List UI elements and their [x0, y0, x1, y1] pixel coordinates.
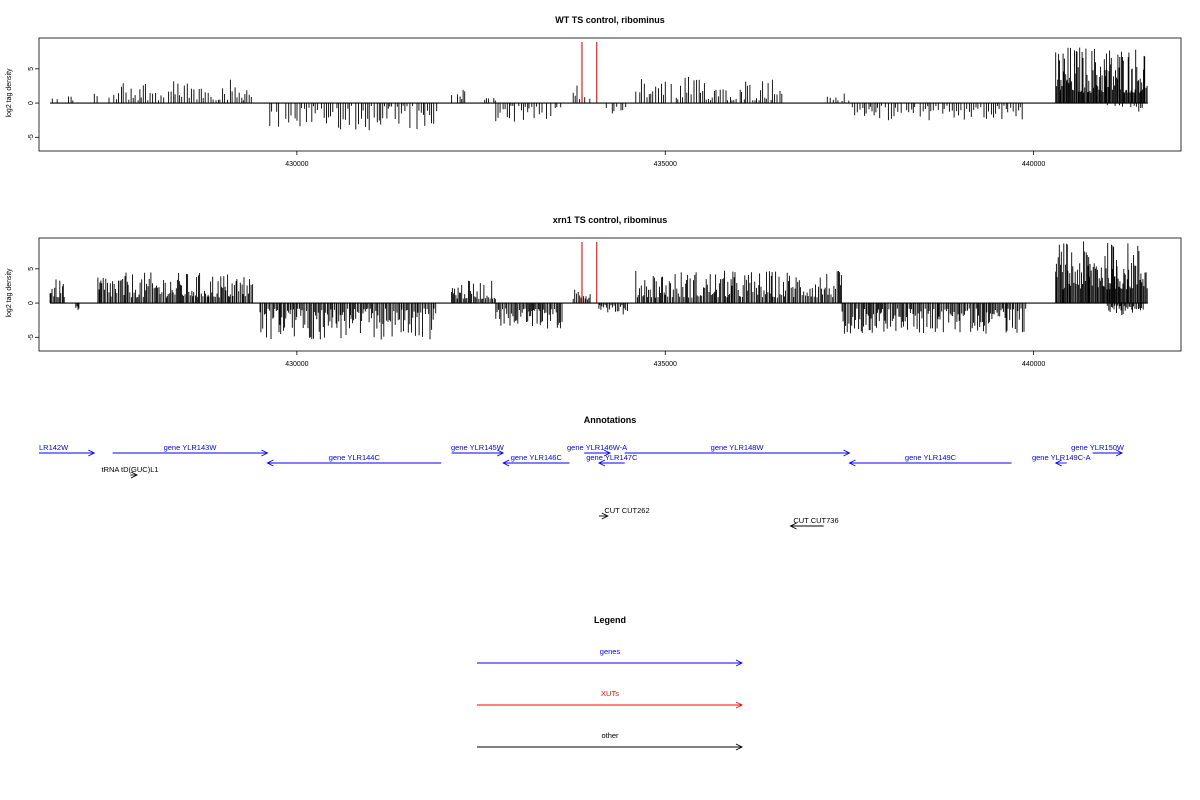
- strand-arrowhead: [597, 459, 606, 467]
- strand-arrowhead: [603, 449, 612, 457]
- annotation-feature: gene YLR149C-A: [1032, 453, 1091, 467]
- annotation-feature: CUT CUT262: [598, 506, 650, 520]
- legend-item: other: [477, 731, 744, 751]
- strand-arrowhead: [261, 449, 269, 457]
- annotation-feature: LR142W: [39, 443, 96, 457]
- wt-signal-bars: [51, 47, 1148, 131]
- strand-arrowhead: [502, 459, 510, 467]
- annotation-feature: CUT CUT736: [789, 516, 839, 530]
- wt-panel-title: WT TS control, ribominus: [555, 15, 665, 25]
- x-tick-label: 430000: [285, 161, 308, 168]
- strand-arrowhead: [601, 512, 609, 520]
- strand-arrowhead: [130, 471, 138, 479]
- feature-label: gene YLR144C: [329, 453, 381, 462]
- feature-label: gene YLR143W: [164, 443, 218, 452]
- feature-label: gene YLR150W: [1071, 443, 1125, 452]
- feature-label: gene YLR146C: [511, 453, 563, 462]
- y-tick-label: 0: [28, 101, 35, 105]
- xrn1-y-axis-label: log2 tag density: [6, 268, 13, 318]
- feature-label: gene YLR147C: [586, 453, 638, 462]
- feature-label: gene YLR149C: [905, 453, 957, 462]
- strand-arrowhead: [843, 449, 851, 457]
- legend-label: XUTs: [601, 689, 619, 698]
- strand-arrowhead: [789, 522, 797, 530]
- wt-track-panel: WT TS control, ribominus log2 tag densit…: [6, 15, 1182, 168]
- legend-label: other: [601, 731, 619, 740]
- annotation-feature: gene YLR146W-A: [567, 443, 627, 457]
- legend-item: XUTs: [477, 689, 744, 709]
- annotation-feature: gene YLR146C: [502, 453, 570, 467]
- annotation-feature: gene YLR148W: [624, 443, 851, 457]
- annotation-feature: gene YLR147C: [586, 453, 638, 467]
- xrn1-plot-frame: [38, 237, 1182, 352]
- legend-item: genes: [477, 647, 744, 667]
- x-tick-label: 435000: [654, 361, 677, 368]
- annotation-feature: tRNA tD(GUC)L1: [101, 465, 159, 479]
- y-tick-label: 5: [28, 67, 35, 71]
- wt-xut-markers: [581, 42, 598, 104]
- annotation-feature: gene YLR149C: [848, 453, 1012, 467]
- x-tick-label: 440000: [1022, 361, 1045, 368]
- legend-label: genes: [600, 647, 621, 656]
- legend-title: Legend: [594, 615, 626, 625]
- strand-arrowhead: [1115, 449, 1124, 457]
- y-tick-label: -5: [28, 134, 35, 140]
- annotation-items: LR142W gene YLR143W gene YLR144C gene YLR14…: [39, 443, 1125, 530]
- y-tick-label: 0: [28, 301, 35, 305]
- strand-arrowhead: [1054, 459, 1062, 467]
- x-tick-label: 440000: [1022, 161, 1045, 168]
- legend-arrowhead: [735, 701, 744, 709]
- wt-axes: -5 0 5 430000 435000 440000: [28, 67, 1148, 168]
- strand-arrowhead: [496, 449, 505, 457]
- legend: Legend genes XUTs other: [477, 615, 744, 751]
- legend-arrowhead: [735, 743, 744, 751]
- legend-arrowhead: [735, 659, 744, 667]
- wt-plot-frame: [38, 37, 1182, 152]
- annotation-feature: gene YLR144C: [266, 453, 442, 467]
- annotation-feature: gene YLR150W: [1071, 443, 1125, 457]
- feature-label: gene YLR146W-A: [567, 443, 627, 452]
- annotations-track: Annotations LR142W gene YLR143W gene YLR14…: [39, 415, 1125, 530]
- x-tick-label: 435000: [654, 161, 677, 168]
- strand-arrowhead: [88, 449, 96, 457]
- feature-label: CUT CUT736: [793, 516, 838, 525]
- xrn1-track-panel: xrn1 TS control, ribominus log2 tag dens…: [6, 215, 1182, 368]
- y-tick-label: 5: [28, 267, 35, 271]
- feature-label: gene YLR149C-A: [1032, 453, 1091, 462]
- feature-label: gene YLR148W: [711, 443, 765, 452]
- feature-label: gene YLR145W: [451, 443, 505, 452]
- xrn1-panel-title: xrn1 TS control, ribominus: [553, 215, 668, 225]
- xrn1-signal-bars: [49, 241, 1148, 340]
- xrn1-xut-markers: [581, 242, 598, 304]
- annotations-title: Annotations: [584, 415, 637, 425]
- y-tick-label: -5: [28, 334, 35, 340]
- x-tick-label: 430000: [285, 361, 308, 368]
- legend-items: genes XUTs other: [477, 647, 744, 751]
- feature-label: CUT CUT262: [604, 506, 649, 515]
- wt-y-axis-label: log2 tag density: [6, 68, 13, 118]
- strand-arrowhead: [848, 459, 856, 467]
- strand-arrowhead: [266, 459, 274, 467]
- annotation-feature: gene YLR143W: [112, 443, 269, 457]
- xrn1-axes: -5 0 5 430000 435000 440000: [28, 267, 1148, 368]
- annotation-feature: gene YLR145W: [451, 443, 505, 457]
- feature-label: LR142W: [39, 443, 69, 452]
- feature-label: tRNA tD(GUC)L1: [101, 465, 158, 474]
